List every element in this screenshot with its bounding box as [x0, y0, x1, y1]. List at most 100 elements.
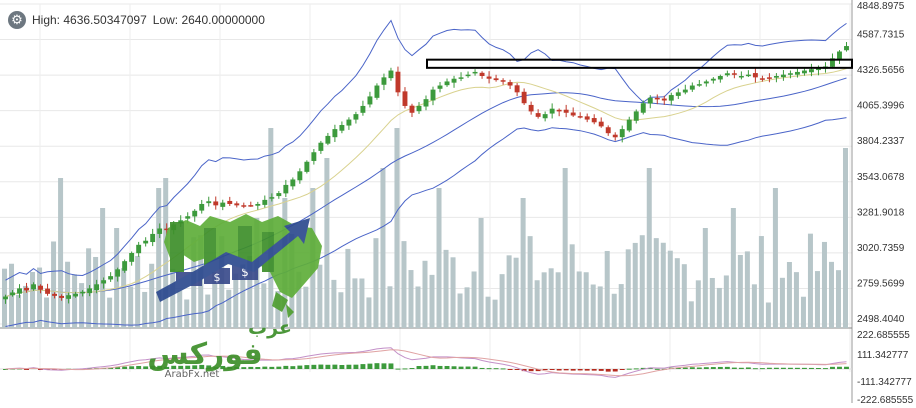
candle-body: [654, 97, 660, 100]
histogram-bar: [675, 367, 681, 369]
histogram-bar: [213, 366, 219, 369]
volume-bar: [478, 218, 484, 328]
histogram-bar: [276, 366, 282, 369]
candle-body: [507, 82, 513, 86]
candle-body: [402, 91, 408, 106]
volume-bar: [513, 257, 519, 328]
histogram-bar: [451, 366, 457, 369]
volume-bar: [324, 158, 330, 328]
volume-bar: [163, 178, 169, 328]
volume-bar: [506, 255, 512, 328]
histogram-bar: [591, 369, 597, 371]
volume-bar: [625, 249, 631, 328]
volume-bar: [394, 128, 400, 328]
candle-body: [556, 109, 562, 112]
candle-body: [52, 293, 58, 296]
histogram-bar: [269, 366, 275, 369]
histogram-bar: [809, 367, 814, 369]
volume-bar: [660, 242, 666, 328]
volume-bar: [401, 241, 407, 328]
logo-map-graphic: $ $ $: [156, 214, 322, 318]
volume-bar: [303, 286, 309, 328]
candle-body: [45, 288, 51, 294]
volume-bar: [597, 286, 603, 328]
candle-body: [500, 80, 506, 82]
candle-body: [381, 77, 387, 85]
histogram-bar: [318, 364, 324, 369]
candle-body: [339, 125, 345, 131]
volume-bar: [415, 286, 421, 328]
histogram-bar: [360, 364, 366, 369]
histogram-bar: [493, 368, 499, 370]
candle-body: [724, 73, 730, 76]
volume-bar: [128, 286, 134, 328]
volume-bar: [352, 278, 358, 328]
candle-body: [619, 129, 625, 138]
candle-body: [234, 203, 240, 206]
candle-body: [605, 127, 611, 134]
histogram-bar: [584, 369, 590, 371]
histogram-bar: [654, 368, 660, 370]
volume-bar: [275, 291, 281, 328]
gear-icon[interactable]: ⚙: [8, 11, 26, 29]
candle-body: [766, 77, 772, 79]
high-label: High: 4636.50347097: [32, 13, 147, 27]
candle-body: [192, 210, 198, 217]
candle-body: [66, 295, 72, 299]
candle-body: [213, 201, 219, 206]
histogram-bar: [143, 366, 149, 369]
candle-body: [178, 220, 184, 224]
histogram-bar: [738, 367, 744, 369]
candle-body: [101, 280, 107, 284]
histogram-bar: [297, 365, 303, 369]
candle-body: [143, 240, 149, 244]
histogram-bar: [682, 367, 688, 369]
volume-bar: [296, 271, 302, 328]
candle-body: [157, 228, 163, 234]
volume-bar: [695, 280, 701, 328]
candle-body: [115, 269, 121, 277]
candle-body: [409, 105, 415, 113]
candle-body: [262, 199, 268, 205]
volume-bar: [674, 258, 680, 328]
candle-body: [640, 103, 646, 113]
histogram-bar: [759, 368, 765, 370]
volume-bar: [93, 256, 99, 328]
histogram-bar: [311, 364, 317, 369]
volume-bar: [422, 260, 428, 328]
histogram-bar: [773, 367, 779, 369]
candle-body: [17, 288, 22, 294]
histogram-bar: [409, 368, 415, 370]
candle-body: [465, 74, 471, 77]
volume-bar: [828, 261, 834, 328]
candle-body: [633, 111, 639, 121]
volume-bar: [576, 271, 582, 328]
candle-body: [360, 105, 366, 113]
volume-bar: [793, 272, 799, 328]
candle-body: [395, 71, 401, 93]
candle-body: [752, 73, 758, 78]
candle-body: [108, 276, 114, 280]
volume-bar: [527, 236, 533, 328]
candle-body: [661, 98, 667, 101]
volume-bar: [16, 294, 22, 328]
histogram-bar: [696, 367, 702, 369]
watermark-brand-main: فوركس: [147, 337, 263, 372]
histogram-bar: [794, 367, 800, 369]
candle-body: [458, 77, 464, 79]
volume-bar: [709, 277, 715, 328]
candle-body: [290, 179, 296, 187]
histogram-bar: [234, 366, 240, 369]
histogram-bar: [780, 367, 786, 369]
oscillator-tick-label: -222.685555: [857, 395, 914, 403]
volume-bar: [702, 228, 708, 328]
histogram-bar: [416, 366, 422, 369]
volume-bar: [317, 264, 323, 328]
candle-body: [535, 113, 541, 117]
candle-body: [549, 108, 555, 114]
candle-body: [717, 76, 723, 80]
candle-body: [542, 114, 548, 119]
volume-bars: [2, 128, 848, 328]
bollinger-lower-line: [5, 117, 847, 327]
price-tick-label: 3281.9018: [857, 207, 905, 218]
